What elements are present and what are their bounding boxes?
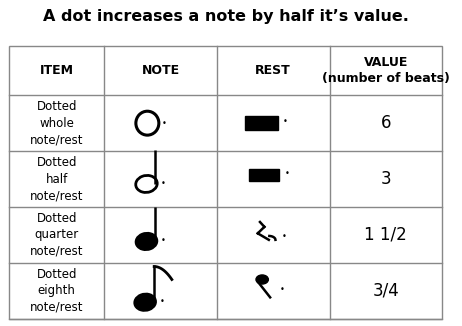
Text: •: • (285, 169, 289, 178)
Text: •: • (162, 119, 167, 128)
Text: •: • (280, 285, 285, 294)
Text: •: • (161, 236, 166, 245)
Text: REST: REST (255, 64, 291, 77)
Text: A dot increases a note by half it’s value.: A dot increases a note by half it’s valu… (43, 9, 408, 24)
Text: •: • (282, 232, 287, 241)
Text: NOTE: NOTE (141, 64, 180, 77)
Text: VALUE
(number of beats): VALUE (number of beats) (322, 56, 450, 85)
Text: Dotted
quarter
note/rest: Dotted quarter note/rest (30, 212, 84, 258)
Text: Dotted
whole
note/rest: Dotted whole note/rest (30, 100, 84, 146)
Text: ITEM: ITEM (40, 64, 73, 77)
Text: 1 1/2: 1 1/2 (365, 226, 407, 244)
Circle shape (256, 275, 268, 284)
Bar (249, 169, 279, 181)
Ellipse shape (136, 233, 157, 250)
Text: •: • (159, 297, 164, 306)
Bar (244, 116, 278, 130)
Text: •: • (161, 179, 166, 188)
Ellipse shape (134, 294, 156, 311)
Text: Dotted
half
note/rest: Dotted half note/rest (30, 156, 84, 202)
Text: Dotted
eighth
note/rest: Dotted eighth note/rest (30, 268, 84, 314)
Text: 3/4: 3/4 (372, 282, 399, 300)
Text: 6: 6 (381, 114, 391, 132)
Text: •: • (283, 117, 288, 126)
Bar (9, 46, 442, 319)
Text: 3: 3 (381, 170, 391, 188)
